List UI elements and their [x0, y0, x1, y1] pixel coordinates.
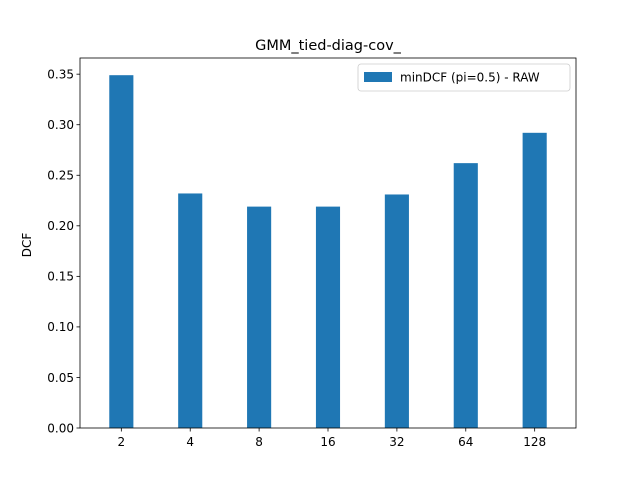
x-tick-label: 128: [523, 435, 546, 449]
bar: [247, 206, 272, 428]
y-tick-label: 0.20: [47, 219, 74, 233]
y-tick-label: 0.30: [47, 118, 74, 132]
x-tick-label: 64: [458, 435, 473, 449]
bar: [384, 194, 409, 428]
bar: [453, 163, 478, 428]
legend-box: [357, 63, 571, 92]
bar: [178, 193, 203, 428]
x-tick-label: 8: [255, 435, 263, 449]
y-tick-label: 0.25: [47, 169, 74, 183]
y-tick-label: 0.35: [47, 67, 74, 81]
chart-title: GMM_tied-diag-cov_: [255, 38, 402, 54]
x-tick-label: 2: [118, 435, 126, 449]
y-axis: 0.00 0.05 0.10 0.15 0.20 0.25 0.30 0.35: [47, 67, 80, 435]
y-tick-label: 0.15: [47, 270, 74, 284]
y-tick-label: 0.10: [47, 320, 74, 334]
bar: [315, 206, 341, 428]
legend-swatch: [364, 72, 392, 82]
x-tick-label: 4: [186, 435, 194, 449]
legend-label: minDCF (pi=0.5) - RAW: [400, 71, 540, 85]
x-axis: 2 4 8 16 32 64 128: [118, 428, 546, 449]
legend: minDCF (pi=0.5) - RAW: [357, 63, 571, 92]
x-tick-label: 16: [320, 435, 335, 449]
plot-area: [79, 57, 577, 429]
y-tick-label: 0.00: [47, 421, 74, 435]
bar: [109, 75, 134, 428]
bar: [522, 132, 547, 428]
y-tick-label: 0.05: [47, 371, 74, 385]
x-tick-label: 32: [389, 435, 404, 449]
y-axis-title: DCF: [20, 233, 34, 258]
